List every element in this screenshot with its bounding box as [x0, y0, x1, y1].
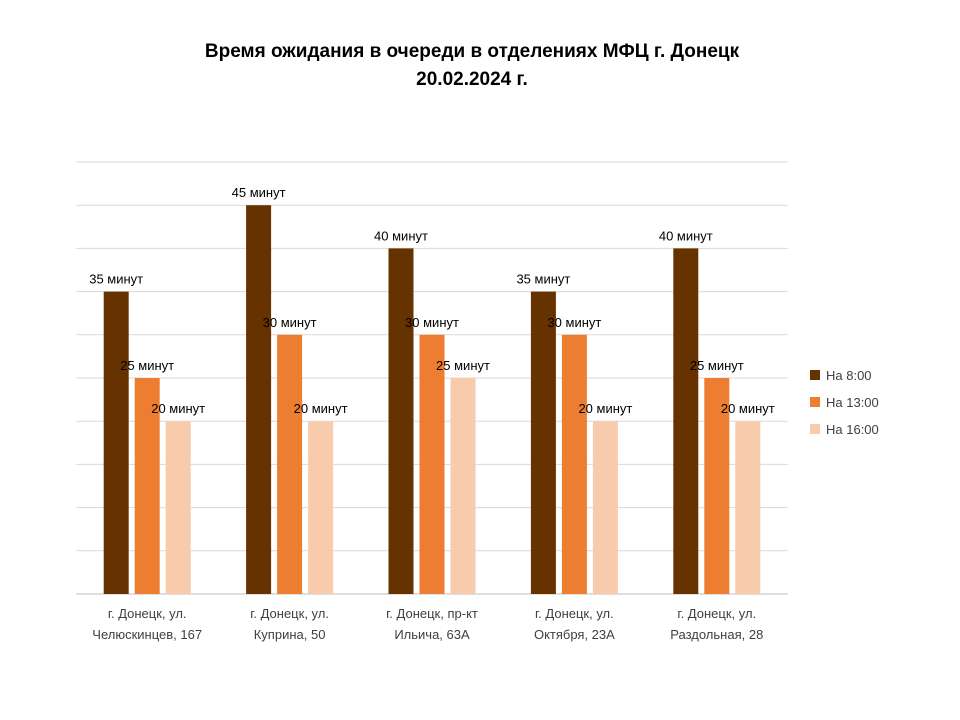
bar	[277, 334, 303, 594]
bar	[561, 334, 587, 594]
data-label: 20 минут	[578, 401, 632, 416]
bar	[246, 205, 272, 594]
bar	[673, 248, 699, 594]
data-label: 25 минут	[120, 358, 174, 373]
x-tick-label: Челюскинцев, 167	[92, 627, 202, 642]
bar	[592, 421, 618, 594]
data-label: 25 минут	[690, 358, 744, 373]
data-label: 25 минут	[436, 358, 490, 373]
chart-title: Время ожидания в очереди в отделениях МФ…	[0, 38, 944, 94]
bar	[704, 378, 730, 594]
chart-title-line: Время ожидания в очереди в отделениях МФ…	[204, 41, 740, 62]
legend-swatch	[810, 370, 820, 380]
bar	[388, 248, 414, 594]
data-label: 20 минут	[151, 401, 205, 416]
x-tick-label: г. Донецк, ул.	[250, 606, 329, 621]
bar	[450, 378, 476, 594]
x-tick-label: г. Донецк, ул.	[677, 606, 756, 621]
legend-swatch	[810, 397, 820, 407]
x-tick-label: г. Донецк, пр-кт	[386, 606, 478, 621]
data-label: 20 минут	[294, 401, 348, 416]
data-label: 20 минут	[721, 401, 775, 416]
data-label: 40 минут	[374, 228, 428, 243]
x-tick-label: Ильича, 63А	[394, 627, 470, 642]
bar	[735, 421, 761, 594]
bar	[103, 291, 129, 594]
x-tick-label: Куприна, 50	[254, 627, 326, 642]
x-tick-label: г. Донецк, ул.	[108, 606, 187, 621]
chart-subtitle: 20.02.2024 г.	[416, 69, 528, 90]
legend-label: На 8:00	[826, 368, 872, 383]
x-tick-label: Октября, 23А	[534, 627, 615, 642]
x-tick-label: Раздольная, 28	[670, 627, 763, 642]
legend-label: На 13:00	[826, 395, 879, 410]
bar	[530, 291, 556, 594]
data-label: 30 минут	[405, 315, 459, 330]
legend-swatch	[810, 424, 820, 434]
x-tick-label: г. Донецк, ул.	[535, 606, 614, 621]
data-label: 30 минут	[547, 315, 601, 330]
bar	[134, 378, 160, 594]
data-label: 35 минут	[516, 272, 570, 287]
data-label: 40 минут	[659, 228, 713, 243]
data-label: 30 минут	[263, 315, 317, 330]
bar	[165, 421, 191, 594]
legend-label: На 16:00	[826, 422, 879, 437]
data-label: 45 минут	[232, 185, 286, 200]
bar	[419, 334, 445, 594]
data-label: 35 минут	[89, 272, 143, 287]
bar	[308, 421, 334, 594]
